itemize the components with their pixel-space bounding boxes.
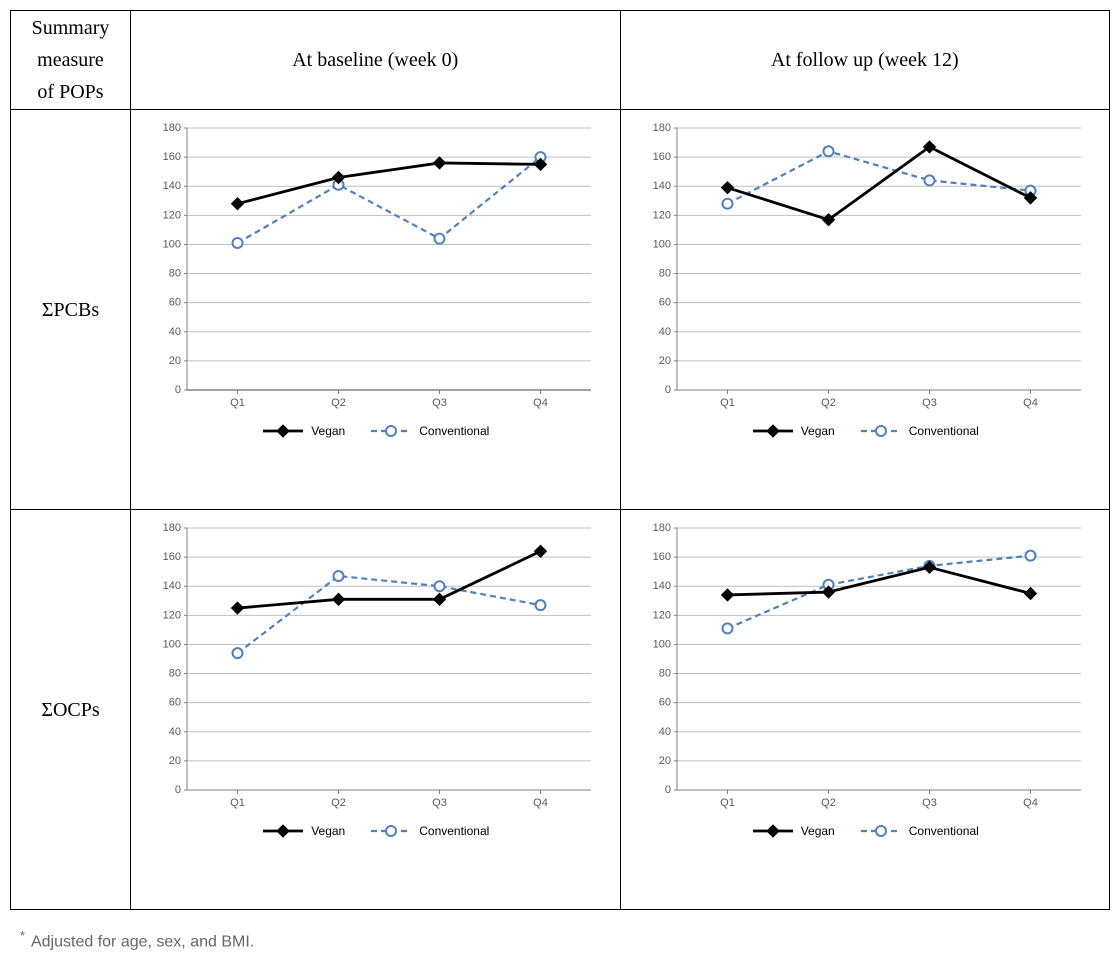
svg-text:Q1: Q1 xyxy=(230,397,245,409)
figure-container: Summarymeasureof POPs At baseline (week … xyxy=(10,10,1110,951)
chart-pcbs-followup: 0 20 40 60 80 100 120 140 160 180 Q1 Q2 Q3 Q4 xyxy=(635,118,1095,418)
svg-text:Q1: Q1 xyxy=(230,797,245,809)
svg-text:0: 0 xyxy=(665,384,671,396)
svg-text:140: 140 xyxy=(163,580,181,592)
legend-ocps-followup: VeganConventional xyxy=(751,824,979,838)
chart-ocps-baseline: 0 20 40 60 80 100 120 140 160 180 Q1 Q2 Q3 Q4 xyxy=(145,518,605,818)
col-header-baseline: At baseline (week 0) xyxy=(131,11,621,110)
svg-text:100: 100 xyxy=(652,638,670,650)
footnote-text: Adjusted for age, sex, and BMI. xyxy=(31,933,254,950)
legend-pcbs-baseline: VeganConventional xyxy=(261,424,489,438)
chart-cell-ocps-followup: 0 20 40 60 80 100 120 140 160 180 Q1 Q2 Q3 Q4 VeganCo… xyxy=(620,510,1110,910)
svg-text:60: 60 xyxy=(169,297,181,309)
svg-text:0: 0 xyxy=(665,784,671,796)
svg-text:120: 120 xyxy=(652,209,670,221)
svg-text:20: 20 xyxy=(169,755,181,767)
svg-text:Q4: Q4 xyxy=(533,797,548,809)
row-header-pcbs-text: ΣPCBs xyxy=(42,299,99,321)
svg-text:40: 40 xyxy=(169,726,181,738)
svg-text:160: 160 xyxy=(163,551,181,563)
col-header-followup-text: At follow up (week 12) xyxy=(771,49,959,71)
row-header-ocps-text: ΣOCPs xyxy=(41,699,99,721)
svg-text:100: 100 xyxy=(163,638,181,650)
svg-text:80: 80 xyxy=(169,268,181,280)
svg-text:180: 180 xyxy=(652,522,670,534)
chart-cell-ocps-baseline: 0 20 40 60 80 100 120 140 160 180 Q1 Q2 Q3 Q4 VeganCo… xyxy=(131,510,621,910)
svg-text:100: 100 xyxy=(163,238,181,250)
col-header-followup: At follow up (week 12) xyxy=(620,11,1110,110)
svg-text:60: 60 xyxy=(169,697,181,709)
svg-text:20: 20 xyxy=(169,355,181,367)
svg-text:180: 180 xyxy=(652,122,670,134)
svg-text:20: 20 xyxy=(659,355,671,367)
svg-text:Q3: Q3 xyxy=(922,397,937,409)
svg-text:160: 160 xyxy=(652,551,670,563)
svg-text:140: 140 xyxy=(652,580,670,592)
svg-text:20: 20 xyxy=(659,755,671,767)
svg-text:Q2: Q2 xyxy=(821,397,836,409)
svg-text:140: 140 xyxy=(163,180,181,192)
svg-text:40: 40 xyxy=(659,326,671,338)
svg-text:Q2: Q2 xyxy=(331,397,346,409)
chart-cell-pcbs-baseline: 0 20 40 60 80 100 120 140 160 180 Q1 Q2 Q3 Q4 VeganCo… xyxy=(131,110,621,510)
corner-header-text: Summarymeasureof POPs xyxy=(32,17,110,103)
svg-text:Q1: Q1 xyxy=(720,397,735,409)
chart-ocps-followup: 0 20 40 60 80 100 120 140 160 180 Q1 Q2 Q3 Q4 xyxy=(635,518,1095,818)
svg-text:Q2: Q2 xyxy=(331,797,346,809)
col-header-baseline-text: At baseline (week 0) xyxy=(292,49,458,71)
svg-text:120: 120 xyxy=(652,609,670,621)
svg-text:80: 80 xyxy=(169,668,181,680)
svg-text:60: 60 xyxy=(659,297,671,309)
svg-text:160: 160 xyxy=(163,151,181,163)
svg-text:180: 180 xyxy=(163,522,181,534)
svg-text:80: 80 xyxy=(659,668,671,680)
svg-text:40: 40 xyxy=(169,326,181,338)
svg-text:Q1: Q1 xyxy=(720,797,735,809)
row-header-pcbs: ΣPCBs xyxy=(11,110,131,510)
svg-text:120: 120 xyxy=(163,209,181,221)
footnote: * Adjusted for age, sex, and BMI. xyxy=(20,928,1110,951)
chart-pcbs-baseline: 0 20 40 60 80 100 120 140 160 180 Q1 Q2 Q3 Q4 xyxy=(145,118,605,418)
row-header-ocps: ΣOCPs xyxy=(11,510,131,910)
svg-text:100: 100 xyxy=(652,238,670,250)
svg-text:60: 60 xyxy=(659,697,671,709)
svg-text:Q4: Q4 xyxy=(1023,797,1038,809)
svg-text:140: 140 xyxy=(652,180,670,192)
chart-cell-pcbs-followup: 0 20 40 60 80 100 120 140 160 180 Q1 Q2 Q3 Q4 VeganCo… xyxy=(620,110,1110,510)
svg-text:Q4: Q4 xyxy=(1023,397,1038,409)
svg-text:Q3: Q3 xyxy=(432,397,447,409)
svg-text:180: 180 xyxy=(163,122,181,134)
svg-text:Q2: Q2 xyxy=(821,797,836,809)
svg-text:0: 0 xyxy=(175,384,181,396)
legend-pcbs-followup: VeganConventional xyxy=(751,424,979,438)
svg-text:40: 40 xyxy=(659,726,671,738)
svg-text:Q4: Q4 xyxy=(533,397,548,409)
svg-text:80: 80 xyxy=(659,268,671,280)
corner-header: Summarymeasureof POPs xyxy=(11,11,131,110)
svg-text:120: 120 xyxy=(163,609,181,621)
svg-text:160: 160 xyxy=(652,151,670,163)
legend-ocps-baseline: VeganConventional xyxy=(261,824,489,838)
svg-text:0: 0 xyxy=(175,784,181,796)
footnote-star-icon: * xyxy=(20,928,25,943)
svg-text:Q3: Q3 xyxy=(432,797,447,809)
svg-text:Q3: Q3 xyxy=(922,797,937,809)
panel-grid: Summarymeasureof POPs At baseline (week … xyxy=(10,10,1110,910)
